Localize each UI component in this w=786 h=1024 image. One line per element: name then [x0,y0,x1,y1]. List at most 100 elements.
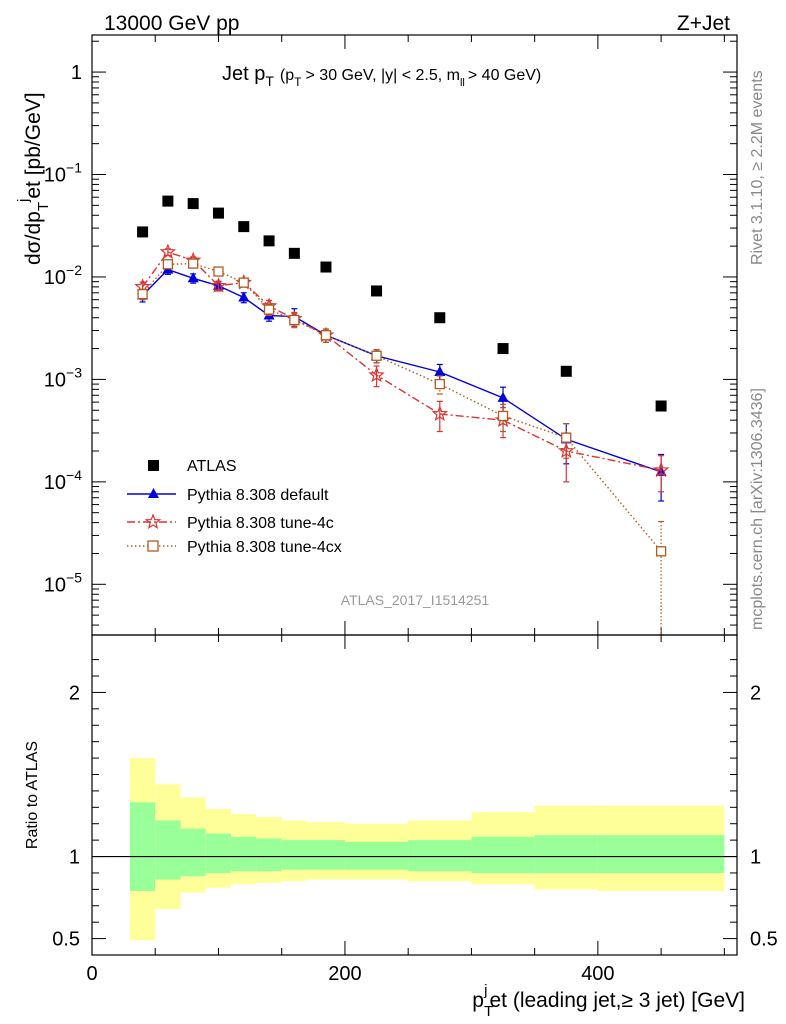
ratio-inner-band [256,838,282,872]
series-line [142,262,662,552]
main-y-tick-label: 10−1 [44,160,82,187]
ratio-x-tick-labels: 0 200 400 [86,963,614,985]
ratio-y-tick-label: 1 [69,847,80,869]
ratio-panel: 0.5 0.5 1 1 2 2 0 200 400 Ratio to ATLAS pTjet … [24,634,778,1020]
data-point [263,304,275,315]
series-0 [137,195,667,412]
series-3 [137,258,667,636]
legend-marker-tune-4c [144,513,162,530]
data-point [561,432,572,443]
ratio-y-label: Ratio to ATLAS [24,741,41,849]
data-point [368,366,385,383]
data-point [263,235,275,247]
main-y-tick-labels: 1 10−1 10−2 10−3 10−4 10−5 [44,62,82,596]
legend-marker-default [148,488,159,498]
rivet-label: Rivet 3.1.10, ≥ 2.2M events [749,70,766,265]
analysis-id: ATLAS_2017_I1514251 [341,592,490,608]
legend-label-atlas: ATLAS [187,458,237,475]
ratio-inner-band [231,836,257,872]
data-point [320,330,332,341]
legend-label-tune-4c: Pythia 8.308 tune-4c [187,515,334,532]
ratio-inner-band [471,836,535,873]
main-axis-ticks [91,35,737,635]
ratio-inner-band [129,802,156,891]
ratio-inner-band [281,840,307,870]
ratio-y-tick-label: 2 [69,682,80,704]
y-axis-label: dσ/dpTjet [pb/GeV] [15,92,52,265]
series-2 [134,243,670,493]
data-point [655,400,667,412]
legend-entry-default: Pythia 8.308 default [127,487,329,504]
legend-entry-atlas: ATLAS [148,458,237,475]
ratio-inner-band [307,840,345,870]
legend-label-tune-4cx: Pythia 8.308 tune-4cx [187,539,342,556]
main-panel: 1 10−1 10−2 10−3 10−4 10−5 Jet pT (pT > 30 GeV,… [15,34,738,636]
x-tick-label: 0 [86,963,97,985]
data-point [162,195,174,207]
main-y-tick-label: 1 [71,62,82,84]
data-point [187,198,199,210]
mcplots-label: mcplots.cern.ch [arXiv:1306.3436] [749,388,766,630]
data-point [497,391,509,402]
data-point [655,546,667,557]
ratio-inner-band [534,835,598,873]
legend-label-default: Pythia 8.308 default [187,487,329,504]
ratio-inner-band [155,820,181,880]
main-y-tick-label: 10−5 [44,569,82,596]
x-axis-label: pTjet (leading jet,≥ 3 jet) [GeV] [472,982,745,1020]
data-point [652,461,670,478]
data-point [434,366,446,377]
data-point [238,291,250,302]
header-left: 13000 GeV pp [104,12,239,35]
data-point [560,365,572,377]
data-point [289,314,300,326]
ratio-y-tick-label-right: 2 [750,682,761,704]
ratio-frame [91,634,738,956]
main-y-tick-label: 10−3 [44,364,82,391]
data-point [320,261,332,273]
data-point [159,243,177,260]
data-point [137,288,148,300]
ratio-y-tick-label-right: 1 [750,847,761,869]
data-point [238,277,249,288]
data-point [238,221,250,233]
ratio-inner-band [597,835,725,873]
data-point [371,285,383,297]
main-y-tick-label: 10−2 [44,262,82,289]
legend-marker-tune-4cx [147,540,159,552]
data-point [187,272,199,283]
data-point [497,410,509,422]
data-point [212,207,224,219]
ratio-bands [129,758,725,941]
ratio-y-tick-label: 0.5 [52,929,80,951]
data-point [497,343,509,355]
main-series-layer [134,195,670,636]
data-point [188,258,199,269]
data-point [557,442,575,459]
data-point [288,247,300,259]
main-y-tick-label: 10−4 [44,467,82,494]
x-tick-label: 200 [328,963,361,985]
legend-marker-atlas [148,460,159,471]
data-point [210,277,227,293]
data-point [162,259,174,270]
data-point [137,226,149,238]
data-point [434,378,445,390]
series-line [142,268,662,473]
ratio-axis-ticks [91,635,737,955]
ratio-inner-band [408,840,472,872]
legend-entry-tune-4c: Pythia 8.308 tune-4c [127,513,334,532]
plot-title: Jet pT (pT > 30 GeV, |y| < 2.5, mll > 40 Ge… [222,63,541,89]
legend: ATLAS Pythia 8.308 default Pythia 8.308 … [127,458,342,556]
data-point [213,266,224,277]
x-tick-label: 400 [581,963,614,985]
ratio-y-tick-labels: 0.5 0.5 1 1 2 2 [52,682,778,950]
header-right: Z+Jet [677,12,730,35]
ratio-inner-band [344,841,409,870]
ratio-inner-band [180,828,206,877]
ratio-y-tick-label-right: 0.5 [750,929,778,951]
data-point [371,350,382,361]
legend-entry-tune-4cx: Pythia 8.308 tune-4cx [127,539,342,556]
ratio-inner-band [205,833,232,873]
